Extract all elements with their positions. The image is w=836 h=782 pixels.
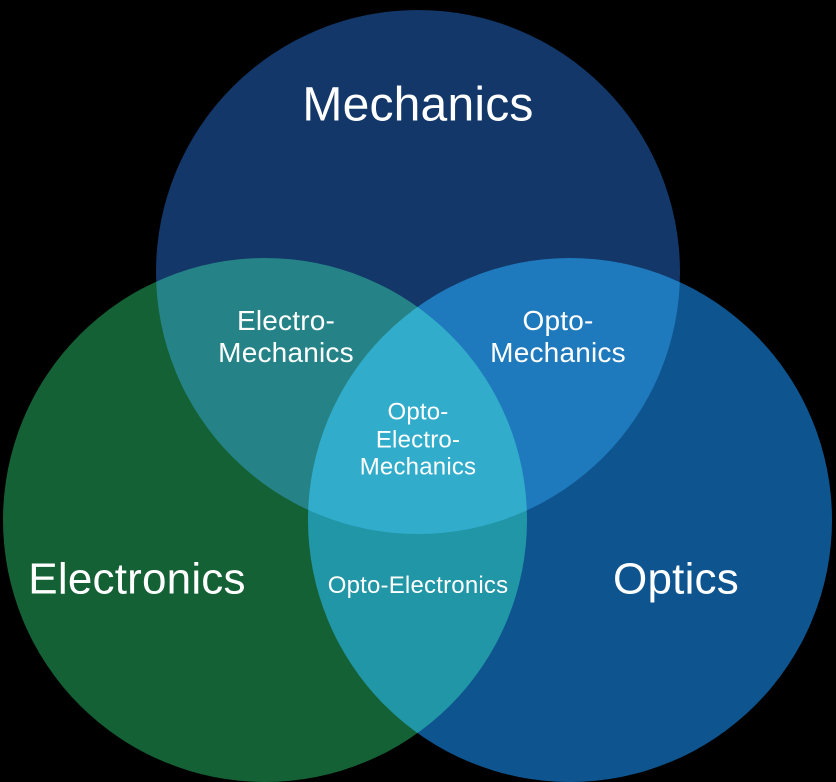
label-opto-mechanics: Opto- Mechanics [490,305,626,369]
label-electro-mechanics: Electro- Mechanics [218,305,354,369]
label-opto-electro-mechanics: Opto- Electro- Mechanics [360,399,477,482]
label-optics: Optics [613,555,739,606]
venn-diagram: Mechanics Electronics Optics Electro- Me… [0,0,836,777]
label-opto-electronics: Opto-Electronics [328,572,509,600]
label-mechanics: Mechanics [302,77,533,132]
label-electronics: Electronics [28,555,245,606]
